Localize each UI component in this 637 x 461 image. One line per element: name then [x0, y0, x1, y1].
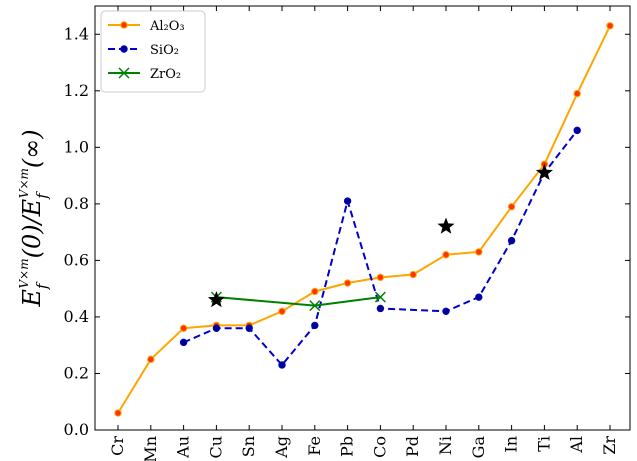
legend: Al₂O₃ SiO₂ ZrO₂	[100, 10, 206, 93]
data-point	[245, 324, 253, 332]
x-tick-label: Au	[174, 436, 193, 459]
series-Al2O3	[114, 22, 614, 417]
data-point	[311, 321, 319, 330]
data-point	[309, 300, 321, 312]
y-tick-label: 0.2	[64, 363, 89, 382]
y-axis-label: EfV×m(0)/EfV×m(∞)	[17, 129, 51, 307]
series-line-Al2O3	[117, 25, 611, 414]
y-axis: 0.0 0.2 0.4 0.6 0.8 1.0 1.2 1.4	[64, 24, 630, 439]
y-tick-label: 1.0	[64, 137, 89, 156]
legend-label: ZrO₂	[150, 67, 181, 82]
x-tick-label: Sn	[239, 436, 258, 457]
data-point	[442, 307, 450, 315]
legend-marker	[120, 21, 128, 29]
y-tick-label: 0.8	[64, 194, 89, 213]
data-point	[343, 197, 352, 205]
data-point	[507, 202, 516, 211]
series-line-SiO2	[183, 129, 578, 366]
data-point	[343, 279, 352, 287]
x-tick-label: Zr	[600, 436, 619, 455]
data-point	[475, 293, 483, 301]
legend-box	[100, 10, 206, 93]
x-tick-label: Ag	[272, 436, 291, 459]
y-axis-label-text: EfV×m(0)/EfV×m(∞)	[17, 129, 51, 307]
series-layer	[114, 22, 614, 417]
y-tick-label: 1.2	[64, 81, 89, 100]
data-point	[179, 324, 188, 332]
legend-label: SiO₂	[150, 43, 179, 58]
x-tick-label: Al	[567, 436, 586, 454]
plot-frame	[94, 5, 631, 431]
plot-area	[94, 5, 631, 431]
series-SiO2	[179, 126, 581, 369]
y-tick-label: 0.4	[64, 307, 89, 326]
star-marker	[437, 217, 455, 234]
x-tick-label: Pb	[338, 436, 357, 457]
legend-marker	[120, 45, 128, 53]
x-tick-label: Ga	[469, 436, 488, 459]
y-tick-label: 0.0	[64, 420, 89, 439]
data-point	[114, 409, 122, 417]
data-point	[179, 338, 188, 347]
data-point	[278, 307, 286, 315]
data-point	[374, 291, 386, 303]
stars-layer	[207, 163, 553, 308]
legend-marker	[118, 67, 130, 79]
data-point	[376, 273, 385, 282]
data-point	[507, 236, 516, 245]
x-tick-label: Mn	[141, 436, 160, 461]
x-tick-label: Ti	[534, 436, 553, 452]
x-axis: Cr Mn Au Cu Sn Ag Fe Pb Co Pd Ni Ga In Ti Al Zr	[108, 6, 619, 461]
x-tick-label: Cr	[108, 436, 127, 456]
legend-label: Al₂O₃	[149, 19, 185, 34]
star-marker	[207, 290, 225, 308]
data-point	[442, 251, 450, 259]
data-point	[573, 126, 581, 135]
data-point	[212, 324, 221, 332]
data-point	[409, 270, 417, 279]
data-point	[475, 248, 483, 256]
x-tick-label: Fe	[305, 436, 324, 456]
star-marker	[535, 163, 553, 181]
x-tick-label: Co	[370, 436, 389, 458]
x-tick-label: Cu	[206, 436, 225, 459]
x-tick-label: Ni	[436, 436, 455, 455]
data-point	[606, 22, 614, 30]
data-point	[147, 355, 155, 364]
data-point	[311, 287, 319, 296]
x-tick-label: In	[502, 436, 521, 453]
data-point	[278, 361, 286, 369]
data-point	[376, 304, 385, 313]
data-point	[573, 89, 581, 98]
y-tick-label: 0.6	[64, 250, 89, 269]
x-tick-label: Pd	[403, 436, 422, 457]
y-tick-label: 1.4	[64, 24, 89, 43]
